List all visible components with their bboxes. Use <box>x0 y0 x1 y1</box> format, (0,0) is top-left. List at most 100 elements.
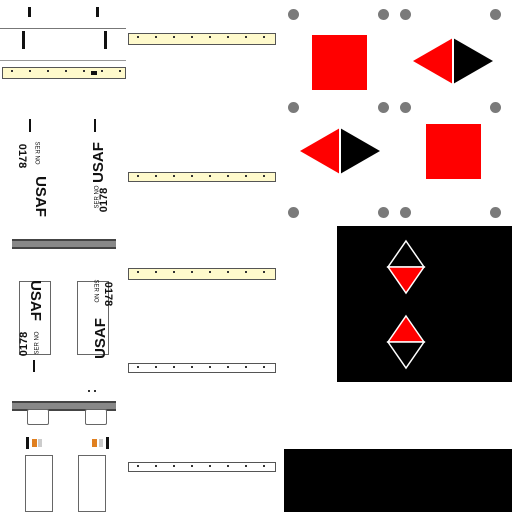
top-left-tick <box>28 7 31 17</box>
rivet <box>245 465 247 467</box>
small-panel-left <box>27 409 49 425</box>
rivet <box>209 175 211 177</box>
rivet <box>227 36 229 38</box>
rivet <box>137 271 139 273</box>
gray-dot-icon <box>490 102 501 113</box>
rivet <box>263 36 265 38</box>
rivet <box>155 175 157 177</box>
gray-dot-icon <box>288 102 299 113</box>
usaf-text-b1: USAF <box>26 280 44 321</box>
rivet <box>119 70 121 72</box>
rivet <box>155 271 157 273</box>
red-black-diamond-icon <box>386 239 426 295</box>
rivet <box>209 271 211 273</box>
gray-dot-icon <box>400 9 411 20</box>
red-black-diamond-icon <box>386 314 426 370</box>
rivet <box>263 175 265 177</box>
top-panel-line <box>0 28 126 29</box>
serial-text-b1: 0178 <box>18 331 31 357</box>
gray-dot-icon <box>288 9 299 20</box>
rivet <box>11 70 13 72</box>
panel-baseline <box>0 60 126 61</box>
warning-label-left <box>26 437 44 449</box>
usaf-text-a2: USAF <box>89 142 107 183</box>
cream-strip-3 <box>128 268 276 280</box>
gray-dot-icon <box>378 102 389 113</box>
red-square-icon <box>312 35 367 90</box>
rivet <box>137 465 139 467</box>
rivet <box>263 366 265 368</box>
cream-strip-1 <box>128 33 276 45</box>
rivet <box>47 70 49 72</box>
gray-dot-icon <box>378 207 389 218</box>
rivet <box>209 465 211 467</box>
grey-strip-2 <box>12 401 116 411</box>
rivet <box>227 465 229 467</box>
cream-strip-2 <box>128 172 276 182</box>
ser-label-a1: SER NO <box>33 141 40 165</box>
small-panel-right <box>85 409 107 425</box>
rivet <box>155 36 157 38</box>
rivet <box>173 36 175 38</box>
rivet <box>173 465 175 467</box>
rivet <box>245 366 247 368</box>
rivet <box>209 36 211 38</box>
rivet <box>245 271 247 273</box>
usaf-text-a1: USAF <box>31 176 49 217</box>
gray-dot-icon <box>378 9 389 20</box>
rivet <box>137 36 139 38</box>
rivet <box>227 271 229 273</box>
rivet <box>191 175 193 177</box>
black-block <box>284 449 512 512</box>
lower-panel-right <box>78 455 106 512</box>
marking-tick-1 <box>29 119 31 132</box>
serial-text-a2: 0178 <box>98 187 111 213</box>
rivet <box>101 70 103 72</box>
rivet <box>191 366 193 368</box>
marking-tick-3 <box>33 360 35 372</box>
rivet <box>227 366 229 368</box>
rivet <box>263 271 265 273</box>
rivet <box>83 70 85 72</box>
serial-text-b2: 0178 <box>102 281 115 307</box>
panel-mark-right <box>104 31 107 49</box>
rivet <box>173 175 175 177</box>
rivet <box>173 271 175 273</box>
red-black-diamond-icon <box>300 128 380 174</box>
ser-label-b2: SER NO <box>92 279 99 303</box>
ser-label-b1: SER NO <box>34 331 41 355</box>
rivet <box>137 175 139 177</box>
rivet <box>155 366 157 368</box>
gray-dot-icon <box>400 207 411 218</box>
marking-panel-left <box>19 281 51 355</box>
usaf-text-b2: USAF <box>91 318 109 359</box>
gray-dot-icon <box>490 9 501 20</box>
rivet <box>191 271 193 273</box>
rivet <box>227 175 229 177</box>
rivet <box>29 70 31 72</box>
rivet <box>155 465 157 467</box>
rivet <box>173 366 175 368</box>
rivet <box>263 465 265 467</box>
rivet <box>137 366 139 368</box>
lower-panel-left <box>25 455 53 512</box>
gray-dot-icon <box>288 207 299 218</box>
white-strip-1 <box>128 363 276 373</box>
gray-dot-icon <box>400 102 411 113</box>
top-right-tick <box>96 7 99 17</box>
warning-label-right <box>92 437 110 449</box>
rivet <box>191 36 193 38</box>
serial-text-a1: 0178 <box>16 143 29 169</box>
red-black-diamond-icon <box>413 38 493 84</box>
red-square-icon <box>426 124 481 179</box>
rivet <box>191 465 193 467</box>
rivet <box>245 36 247 38</box>
rivet <box>245 175 247 177</box>
rivet <box>65 70 67 72</box>
tiny-dots <box>88 390 98 392</box>
gray-dot-icon <box>490 207 501 218</box>
grey-strip-1 <box>12 239 116 249</box>
marking-tick-2 <box>94 119 96 132</box>
black-panel <box>337 226 512 382</box>
white-strip-2 <box>128 462 276 472</box>
